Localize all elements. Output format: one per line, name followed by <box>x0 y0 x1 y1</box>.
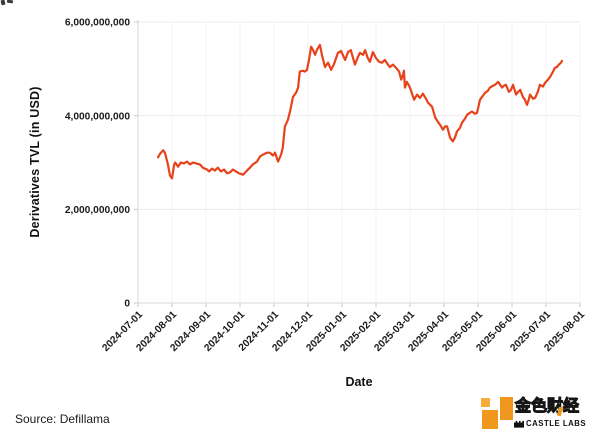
y-tick-label: 0 <box>124 299 130 310</box>
jinse-blocks-icon <box>480 395 514 431</box>
source-caption: Source: Defillama <box>15 412 110 426</box>
logo-block-bar <box>500 397 513 420</box>
corner-artifact <box>0 0 14 6</box>
y-tick-label: 6,000,000,000 <box>65 18 130 29</box>
logo-chinese-name: 金色财经 <box>514 397 580 415</box>
y-tick-label: 4,000,000,000 <box>65 111 130 122</box>
castle-icon <box>514 419 524 428</box>
logo-english-name: CASTLE LABS <box>526 419 587 428</box>
y-axis-title: Derivatives TVL (in USD) <box>28 86 42 238</box>
x-axis-title: Date <box>345 375 373 389</box>
logo-block-big <box>482 410 498 429</box>
castle-labs-logo: 金色财经 CASTLE LABS <box>480 395 595 433</box>
tvl-line-series <box>157 43 564 180</box>
tvl-line-chart: 2024-07-012024-08-012024-09-012024-10-01… <box>65 18 588 354</box>
y-tick-label: 2,000,000,000 <box>65 205 130 216</box>
logo-block-small <box>481 398 490 407</box>
